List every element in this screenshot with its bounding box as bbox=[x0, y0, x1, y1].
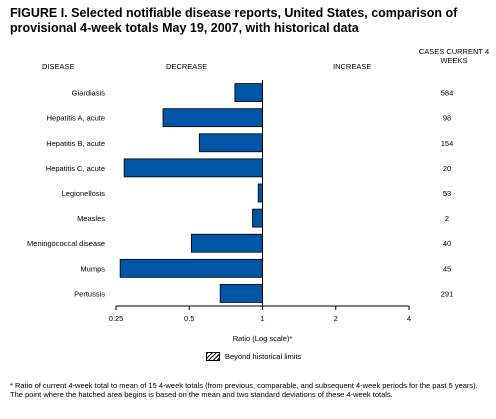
cases-value: 584 bbox=[441, 89, 454, 98]
increase-header: INCREASE bbox=[333, 62, 372, 71]
legend-label: Beyond historical limits bbox=[225, 352, 302, 361]
ratio-bar bbox=[190, 233, 263, 253]
x-tick-label: 1 bbox=[260, 314, 264, 323]
disease-label: Legionellosis bbox=[62, 189, 106, 198]
x-tick-label: 0.25 bbox=[109, 314, 124, 323]
cases-value: 2 bbox=[445, 214, 449, 223]
disease-label: Hepatitis C, acute bbox=[46, 164, 105, 173]
legend: Beyond historical limits bbox=[206, 352, 301, 361]
cases-value: 40 bbox=[443, 239, 451, 248]
figure-title: FIGURE I. Selected notifiable disease re… bbox=[10, 6, 458, 35]
x-tick-label: 2 bbox=[334, 314, 338, 323]
ratio-bar bbox=[119, 258, 263, 278]
ratio-bar bbox=[162, 108, 263, 128]
ratio-bar bbox=[219, 284, 263, 303]
footnote: * Ratio of current 4-week total to mean … bbox=[10, 381, 478, 399]
disease-label: Mumps bbox=[80, 264, 105, 273]
ratio-bar bbox=[123, 158, 263, 178]
x-tick-label: 4 bbox=[407, 314, 411, 323]
x-axis-label: Ratio (Log scale)* bbox=[233, 334, 293, 343]
disease-label: Pertussis bbox=[74, 289, 105, 298]
ratio-bar bbox=[234, 83, 263, 102]
cases-value: 45 bbox=[443, 264, 451, 273]
cases-value: 291 bbox=[441, 289, 454, 298]
decrease-header: DECREASE bbox=[166, 62, 208, 71]
disease-label: Hepatitis B, acute bbox=[46, 139, 105, 148]
disease-label: Hepatitis A, acute bbox=[47, 114, 105, 123]
x-tick-label: 0.5 bbox=[184, 314, 194, 323]
hatched-swatch-icon bbox=[206, 352, 220, 361]
disease-label: Giardiasis bbox=[72, 89, 106, 98]
disease-label: Meningococcal disease bbox=[27, 239, 105, 248]
cases-value: 20 bbox=[443, 164, 451, 173]
cases-value: 154 bbox=[441, 139, 454, 148]
cases-value: 98 bbox=[443, 114, 451, 123]
disease-column-header: DISEASE bbox=[42, 62, 75, 71]
cases-value: 53 bbox=[443, 189, 451, 198]
ratio-bar bbox=[198, 133, 263, 153]
disease-label: Measles bbox=[77, 214, 105, 223]
cases-column-header: CASES CURRENT 4 WEEKS bbox=[418, 47, 490, 65]
ratio-bar bbox=[252, 208, 263, 228]
ratio-bar bbox=[257, 183, 263, 203]
